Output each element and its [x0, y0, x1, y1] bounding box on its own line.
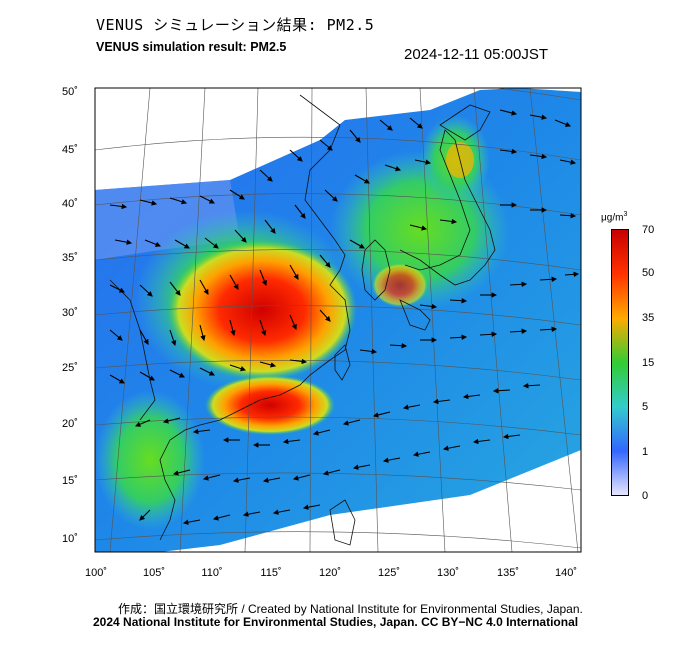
graticule: [95, 88, 581, 552]
x-tick-label: 120˚: [318, 567, 342, 579]
x-tick-label: 140˚: [554, 567, 578, 579]
datetime-label: 2024-12-11 05:00JST: [404, 46, 548, 63]
coastline: [109, 94, 496, 546]
colorbar-label: 35: [642, 312, 655, 324]
x-tick-label: 115˚: [260, 567, 282, 579]
x-tick-label: 130˚: [436, 567, 460, 579]
wind-vectors: [109, 109, 580, 525]
credit-line: 作成：国立環境研究所 / Created by National Institu…: [118, 602, 583, 616]
x-tick-label: 135˚: [496, 567, 520, 579]
x-tick-label: 125˚: [377, 567, 401, 579]
x-tick-label: 100˚: [84, 567, 108, 579]
y-tick-label: 30˚: [62, 307, 78, 319]
colorbar-unit: μg/m3: [601, 211, 628, 224]
title-english: VENUS simulation result: PM2.5: [96, 40, 287, 54]
colorbar-label: 5: [642, 401, 649, 413]
colorbar-label: 70: [642, 224, 655, 236]
plot-frame: [94, 87, 582, 553]
license-line: 2024 National Institute for Environmenta…: [93, 615, 579, 629]
pm25-field: [95, 88, 581, 552]
x-tick-label: 105˚: [142, 567, 166, 579]
y-tick-label: 50˚: [62, 86, 78, 98]
y-tick-label: 15˚: [62, 475, 78, 487]
colorbar: [611, 229, 629, 496]
colorbar-label: 15: [642, 357, 655, 369]
y-tick-label: 45˚: [62, 144, 78, 156]
colorbar-label: 50: [642, 267, 655, 279]
colorbar-label: 0: [642, 490, 649, 502]
y-tick-label: 20˚: [62, 418, 78, 430]
y-tick-label: 10˚: [62, 533, 78, 545]
y-tick-label: 25˚: [62, 362, 78, 374]
y-tick-label: 35˚: [62, 252, 78, 264]
x-tick-label: 110˚: [201, 567, 223, 579]
colorbar-label: 1: [642, 446, 649, 458]
title-japanese: VENUS シミュレーション結果: PM2.5: [96, 16, 375, 34]
y-tick-label: 40˚: [62, 198, 78, 210]
